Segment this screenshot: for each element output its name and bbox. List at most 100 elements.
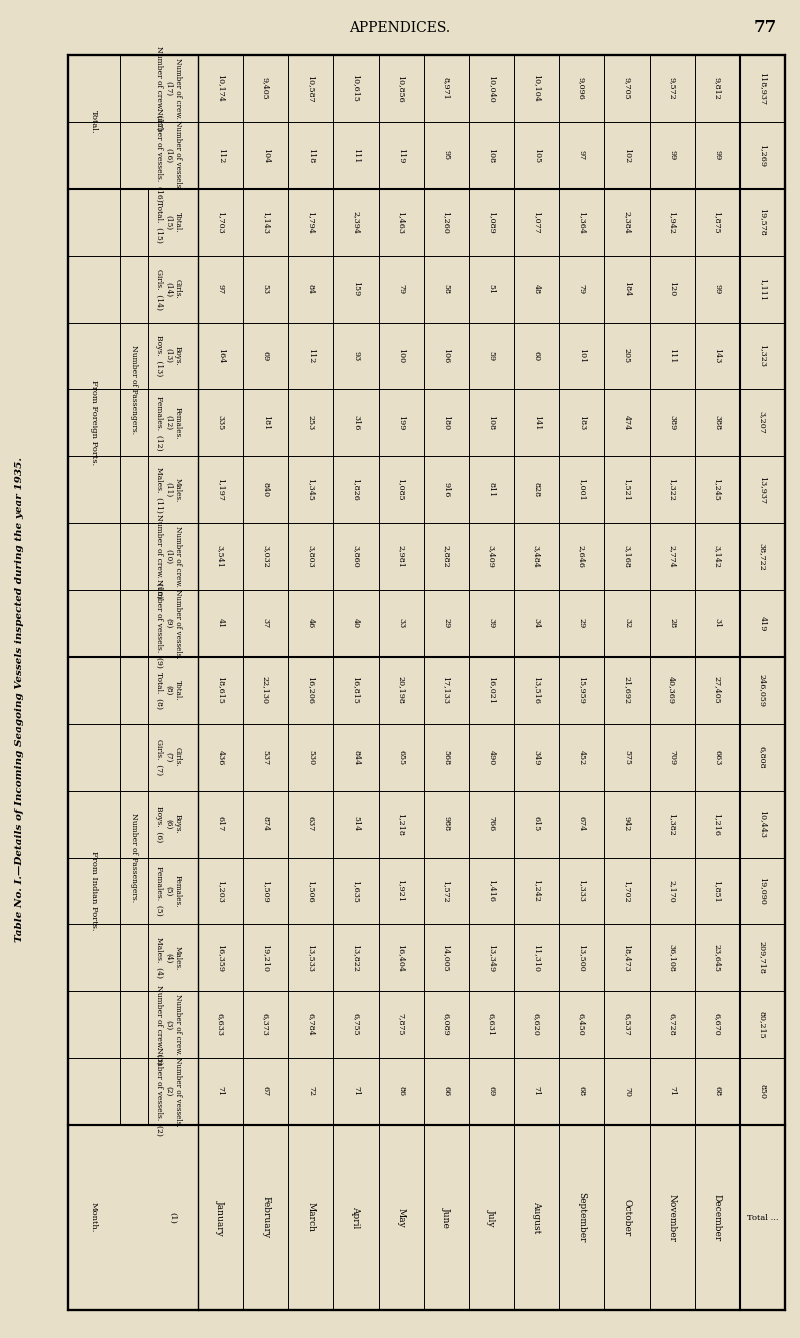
Text: 3,168: 3,168: [623, 545, 631, 569]
Text: 1,382: 1,382: [668, 812, 676, 835]
Text: 1,364: 1,364: [578, 210, 586, 234]
Text: 108: 108: [487, 147, 495, 163]
Text: Month.: Month.: [90, 1203, 98, 1232]
Text: 41: 41: [217, 618, 225, 629]
Text: 1,509: 1,509: [262, 879, 270, 902]
Text: 615: 615: [533, 816, 541, 832]
Text: 3,484: 3,484: [533, 545, 541, 569]
Text: 6,728: 6,728: [668, 1013, 676, 1036]
Text: 36,108: 36,108: [668, 943, 676, 971]
Text: Boys.  (13): Boys. (13): [155, 336, 163, 376]
Text: Number of Passengers.: Number of Passengers.: [130, 345, 138, 434]
Text: May: May: [397, 1208, 406, 1227]
Text: 2,170: 2,170: [668, 879, 676, 902]
Text: 68: 68: [714, 1086, 722, 1097]
Text: 184: 184: [623, 281, 631, 297]
Text: 10,040: 10,040: [487, 75, 495, 102]
Text: Total.  (8): Total. (8): [155, 672, 163, 709]
Text: 617: 617: [217, 816, 225, 832]
Text: September: September: [578, 1192, 586, 1243]
Text: Number of vessels.
(16): Number of vessels. (16): [165, 120, 182, 190]
Text: 93: 93: [352, 351, 360, 361]
Text: Total ...: Total ...: [746, 1214, 778, 1222]
Text: 69: 69: [487, 1086, 495, 1097]
Text: 10,587: 10,587: [307, 75, 315, 102]
Text: Total.: Total.: [90, 110, 98, 134]
Text: 850: 850: [758, 1084, 766, 1098]
Text: 180: 180: [442, 415, 450, 431]
Text: 15,959: 15,959: [578, 677, 586, 704]
Text: December: December: [713, 1193, 722, 1242]
Text: 6,620: 6,620: [533, 1013, 541, 1036]
Text: 1,794: 1,794: [307, 211, 315, 234]
Text: 1,203: 1,203: [217, 879, 225, 902]
Text: 10,856: 10,856: [397, 75, 405, 102]
Text: 1,260: 1,260: [442, 211, 450, 234]
Text: 143: 143: [714, 348, 722, 364]
Text: 80,215: 80,215: [758, 1010, 766, 1038]
Text: 34: 34: [533, 618, 541, 629]
Text: 59: 59: [487, 351, 495, 361]
Text: March: March: [306, 1203, 315, 1232]
Text: 1,218: 1,218: [397, 812, 405, 835]
Text: 10,174: 10,174: [217, 75, 225, 103]
Text: 8,971: 8,971: [442, 78, 450, 100]
Text: 14,005: 14,005: [442, 943, 450, 971]
Text: 71: 71: [533, 1086, 541, 1097]
Text: Number of Passengers.: Number of Passengers.: [130, 814, 138, 902]
Text: Number of crew.
(17): Number of crew. (17): [165, 58, 182, 119]
Text: 209,718: 209,718: [758, 942, 766, 974]
Text: 6,633: 6,633: [217, 1013, 225, 1036]
Text: Females.
(5): Females. (5): [165, 875, 182, 907]
Text: 6,755: 6,755: [352, 1013, 360, 1036]
Text: (1): (1): [169, 1212, 177, 1223]
Text: Total.
(8): Total. (8): [165, 680, 182, 701]
Text: 69: 69: [262, 351, 270, 361]
Text: 104: 104: [262, 147, 270, 163]
Text: 2,646: 2,646: [578, 545, 586, 569]
Text: Number of crew.
(3): Number of crew. (3): [165, 994, 182, 1056]
Text: 33: 33: [397, 618, 405, 629]
Text: 31: 31: [714, 618, 722, 629]
Text: 388: 388: [714, 415, 722, 431]
Text: 1,197: 1,197: [217, 478, 225, 502]
Text: 3,032: 3,032: [262, 545, 270, 569]
Text: Number of vessels.
(2): Number of vessels. (2): [165, 1057, 182, 1127]
Text: 46: 46: [307, 618, 315, 629]
Text: 39: 39: [487, 618, 495, 629]
Text: 16,815: 16,815: [352, 677, 360, 704]
Text: 71: 71: [668, 1086, 676, 1097]
Text: 530: 530: [307, 749, 315, 765]
Text: 3,409: 3,409: [487, 545, 495, 569]
Text: 164: 164: [217, 348, 225, 364]
Text: 60: 60: [533, 351, 541, 361]
Text: 766: 766: [487, 816, 495, 832]
Text: 23,645: 23,645: [714, 943, 722, 971]
Text: 3,207: 3,207: [758, 412, 766, 435]
Text: 1,085: 1,085: [397, 479, 405, 500]
Text: 663: 663: [714, 749, 722, 765]
Text: 97: 97: [578, 150, 586, 161]
Text: 6,631: 6,631: [487, 1013, 495, 1036]
Text: 13,516: 13,516: [533, 676, 541, 704]
Text: 13,937: 13,937: [758, 476, 766, 503]
Text: 1,323: 1,323: [758, 344, 766, 368]
Text: Boys.  (6): Boys. (6): [155, 805, 163, 842]
Text: 71: 71: [352, 1086, 360, 1097]
Text: Males.  (4): Males. (4): [155, 938, 163, 978]
Text: 9,405: 9,405: [262, 78, 270, 100]
Text: 70: 70: [623, 1086, 631, 1097]
Text: 17,133: 17,133: [442, 676, 450, 704]
Text: 66: 66: [442, 1086, 450, 1097]
Text: Females.  (12): Females. (12): [155, 396, 163, 450]
Text: 181: 181: [262, 415, 270, 431]
Text: April: April: [351, 1207, 361, 1228]
Text: 99: 99: [714, 284, 722, 294]
Text: 29: 29: [442, 618, 450, 629]
Text: 20,198: 20,198: [397, 677, 405, 704]
Text: 637: 637: [307, 816, 315, 832]
Text: 28: 28: [668, 618, 676, 629]
Text: 84: 84: [307, 284, 315, 294]
Text: 1,463: 1,463: [397, 210, 405, 234]
Text: November: November: [668, 1193, 677, 1242]
